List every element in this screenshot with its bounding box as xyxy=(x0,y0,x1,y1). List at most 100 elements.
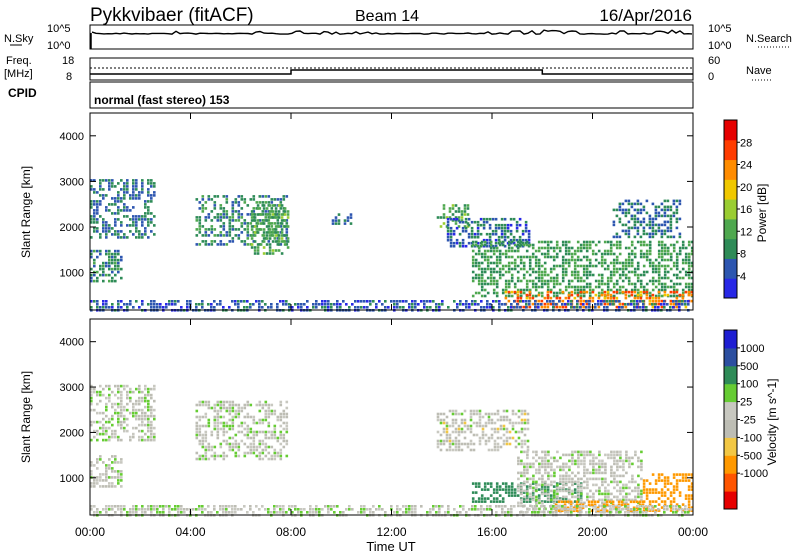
data-cell xyxy=(153,182,156,185)
data-cell xyxy=(393,303,396,306)
data-cell xyxy=(610,471,613,475)
data-cell xyxy=(105,408,108,412)
data-cell xyxy=(609,279,613,283)
data-cell xyxy=(507,267,511,271)
data-cell xyxy=(252,433,256,437)
data-cell xyxy=(619,465,622,469)
data-cell xyxy=(612,235,616,239)
data-cell xyxy=(615,240,619,244)
data-cell xyxy=(256,231,260,234)
data-cell xyxy=(267,240,271,243)
data-cell xyxy=(540,240,544,244)
data-cell xyxy=(596,500,600,504)
data-cell xyxy=(309,508,312,511)
data-cell xyxy=(117,230,120,233)
data-cell xyxy=(448,448,452,452)
data-cell xyxy=(114,435,117,439)
data-cell xyxy=(576,491,580,494)
data-cell xyxy=(108,203,111,206)
data-cell xyxy=(482,238,486,242)
data-cell xyxy=(225,231,229,234)
data-cell xyxy=(637,465,640,469)
data-cell xyxy=(219,207,223,210)
data-cell xyxy=(477,497,481,500)
data-cell xyxy=(114,476,117,479)
data-cell xyxy=(616,498,619,502)
data-cell xyxy=(554,503,558,507)
data-cell xyxy=(243,222,247,225)
data-cell xyxy=(651,235,655,239)
data-cell xyxy=(96,467,99,470)
data-cell xyxy=(540,485,544,488)
data-cell xyxy=(465,300,468,303)
data-cell xyxy=(132,306,135,309)
data-cell xyxy=(120,485,123,488)
data-cell xyxy=(249,222,253,225)
data-cell xyxy=(114,267,117,271)
data-cell xyxy=(258,421,262,425)
colorbar-tick-label: 20 xyxy=(740,182,752,194)
data-cell xyxy=(253,246,257,249)
data-cell xyxy=(687,290,691,294)
data-cell xyxy=(531,246,535,250)
data-cell xyxy=(654,258,658,262)
data-cell xyxy=(99,511,102,514)
data-cell xyxy=(495,491,499,494)
data-cell xyxy=(546,296,550,300)
data-cell xyxy=(549,494,553,497)
data-cell xyxy=(117,482,120,485)
data-cell xyxy=(507,261,511,265)
data-cell xyxy=(168,508,171,511)
data-cell xyxy=(120,405,123,409)
data-cell xyxy=(627,508,630,511)
data-cell xyxy=(474,485,478,488)
data-cell xyxy=(575,506,579,510)
data-cell xyxy=(681,261,685,265)
data-cell xyxy=(123,191,126,194)
data-cell xyxy=(494,244,498,248)
data-cell xyxy=(436,418,440,422)
data-cell xyxy=(346,219,350,222)
colorbar-tick-label: -500 xyxy=(740,450,762,462)
data-cell xyxy=(213,445,217,449)
data-cell xyxy=(526,445,530,449)
data-cell xyxy=(663,476,667,479)
data-cell xyxy=(144,218,147,221)
data-cell xyxy=(585,240,589,244)
data-cell xyxy=(102,230,105,233)
data-cell xyxy=(231,436,235,440)
data-cell xyxy=(279,505,282,508)
data-cell xyxy=(213,454,217,458)
data-cell xyxy=(250,216,254,219)
data-cell xyxy=(243,243,247,246)
data-cell xyxy=(624,199,628,203)
data-cell xyxy=(580,501,583,505)
data-cell xyxy=(681,276,685,280)
data-cell xyxy=(276,439,280,443)
data-cell xyxy=(565,489,568,493)
data-cell xyxy=(99,384,102,388)
data-cell xyxy=(201,403,205,407)
data-cell xyxy=(114,212,117,215)
data-cell xyxy=(243,451,247,455)
data-cell xyxy=(156,303,159,306)
data-cell xyxy=(477,303,480,306)
data-cell xyxy=(633,270,637,274)
data-cell xyxy=(120,393,123,397)
data-cell xyxy=(261,201,265,204)
data-cell xyxy=(594,306,597,309)
data-cell xyxy=(261,430,265,434)
data-cell xyxy=(216,195,220,198)
data-cell xyxy=(634,453,637,457)
data-cell xyxy=(585,267,589,271)
data-cell xyxy=(642,290,646,294)
data-cell xyxy=(621,285,625,289)
data-cell xyxy=(567,303,570,306)
data-cell xyxy=(618,276,622,280)
data-cell xyxy=(318,303,321,306)
data-cell xyxy=(531,296,535,300)
data-cell xyxy=(132,179,135,182)
data-cell xyxy=(568,498,571,502)
data-cell xyxy=(645,252,649,256)
data-cell xyxy=(534,261,538,265)
